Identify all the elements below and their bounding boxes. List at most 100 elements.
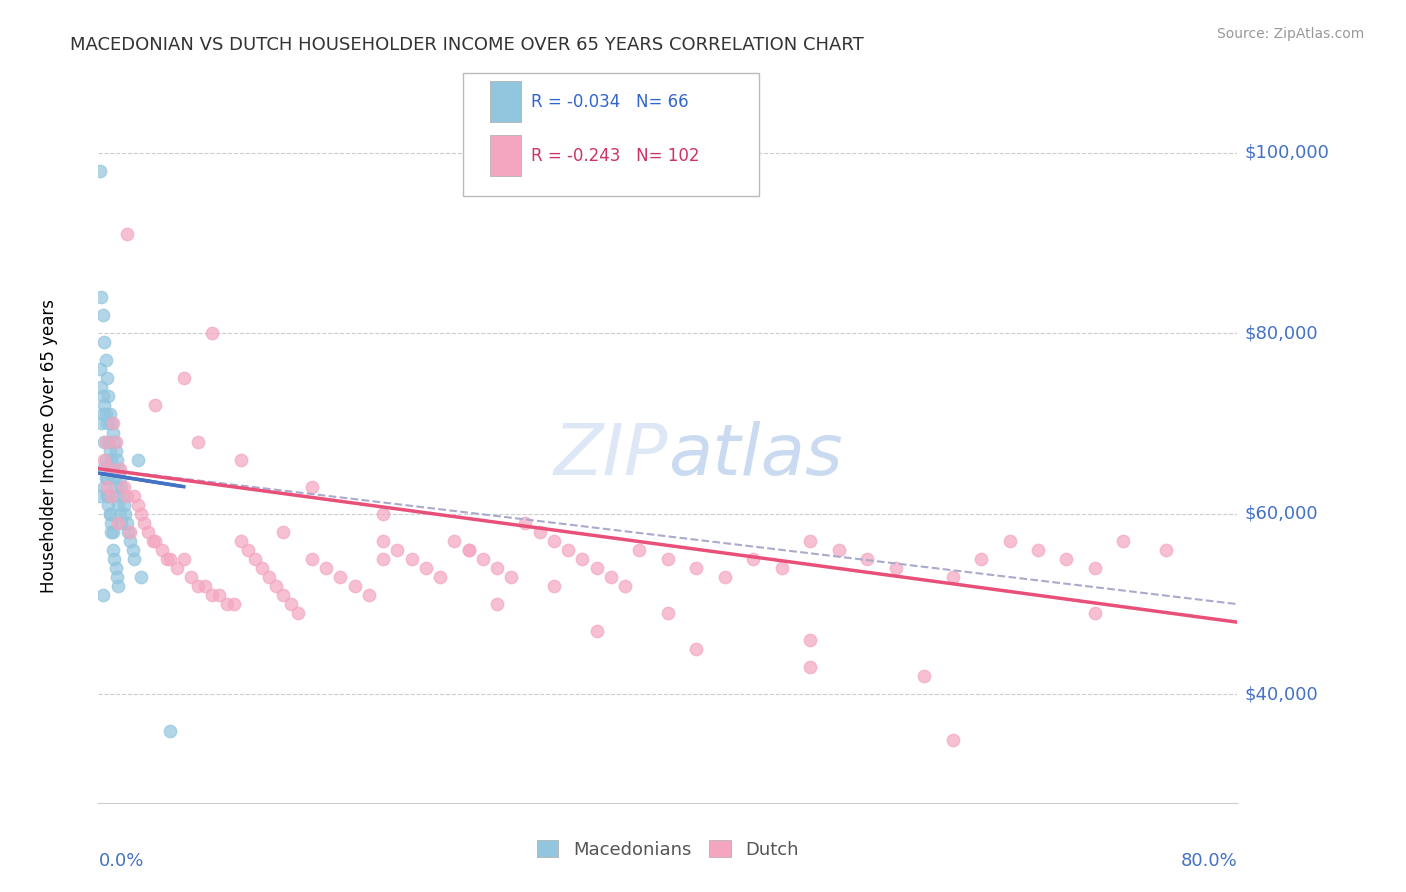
Point <box>91 408 114 422</box>
Text: Householder Income Over 65 years: Householder Income Over 65 years <box>41 299 58 593</box>
Point <box>229 452 252 467</box>
Point <box>94 408 117 422</box>
Point <box>122 552 145 566</box>
Point <box>127 498 149 512</box>
Point <box>600 570 623 584</box>
Point <box>100 489 122 503</box>
Point <box>98 507 121 521</box>
Point <box>97 434 120 449</box>
Text: $80,000: $80,000 <box>1244 324 1317 343</box>
Point <box>110 516 132 530</box>
Point <box>112 480 135 494</box>
Text: Source: ZipAtlas.com: Source: ZipAtlas.com <box>1216 27 1364 41</box>
Point <box>215 597 238 611</box>
Point <box>91 308 114 322</box>
Point <box>114 507 136 521</box>
Point <box>429 570 451 584</box>
Text: $40,000: $40,000 <box>1244 685 1319 704</box>
Point <box>457 542 479 557</box>
Point <box>614 579 637 593</box>
Point <box>101 425 124 440</box>
Point <box>122 489 145 503</box>
Point <box>156 552 179 566</box>
Point <box>129 507 152 521</box>
Point <box>118 524 141 539</box>
Point <box>529 524 551 539</box>
Point <box>104 434 127 449</box>
Point <box>799 660 821 674</box>
Text: $100,000: $100,000 <box>1244 144 1329 161</box>
Point <box>266 579 288 593</box>
Point <box>100 516 122 530</box>
Text: MACEDONIAN VS DUTCH HOUSEHOLDER INCOME OVER 65 YEARS CORRELATION CHART: MACEDONIAN VS DUTCH HOUSEHOLDER INCOME O… <box>70 36 865 54</box>
Point <box>89 362 111 376</box>
Point <box>132 516 155 530</box>
Point <box>471 552 494 566</box>
Point <box>166 561 188 575</box>
Text: 80.0%: 80.0% <box>1181 853 1237 871</box>
Point <box>107 516 129 530</box>
Point <box>884 561 907 575</box>
Point <box>98 507 121 521</box>
Point <box>201 588 224 602</box>
Text: R = -0.034   N= 66: R = -0.034 N= 66 <box>531 93 689 111</box>
Point <box>585 561 607 575</box>
Point <box>280 597 302 611</box>
Point <box>110 480 132 494</box>
Point <box>159 723 181 738</box>
Point <box>628 542 651 557</box>
Point <box>145 398 167 412</box>
Point <box>108 471 131 485</box>
Point <box>457 542 479 557</box>
Point <box>357 588 380 602</box>
Point <box>501 570 523 584</box>
Point <box>208 588 231 602</box>
Point <box>112 498 135 512</box>
Legend: Macedonians, Dutch: Macedonians, Dutch <box>530 833 806 866</box>
Point <box>1056 552 1078 566</box>
Point <box>543 533 565 548</box>
Point <box>107 498 129 512</box>
Point <box>96 489 118 503</box>
Point <box>91 389 114 403</box>
Point <box>373 552 395 566</box>
Point <box>180 570 202 584</box>
Point <box>101 524 124 539</box>
Point <box>387 542 409 557</box>
Point <box>287 606 309 620</box>
Text: R = -0.243   N= 102: R = -0.243 N= 102 <box>531 147 700 165</box>
Point <box>96 471 118 485</box>
Point <box>273 588 295 602</box>
Point <box>115 489 138 503</box>
FancyBboxPatch shape <box>463 73 759 196</box>
Point <box>93 480 115 494</box>
Point <box>828 542 851 557</box>
Point <box>98 461 121 475</box>
Point <box>94 353 117 368</box>
Point <box>100 417 122 431</box>
Point <box>250 561 273 575</box>
Point <box>105 489 128 503</box>
Point <box>486 561 509 575</box>
Point <box>107 461 129 475</box>
Point <box>97 389 120 403</box>
Point <box>101 417 124 431</box>
Point <box>136 524 159 539</box>
Point <box>108 461 131 475</box>
Point <box>243 552 266 566</box>
FancyBboxPatch shape <box>491 81 522 122</box>
Point <box>108 507 131 521</box>
Point <box>301 480 323 494</box>
Point <box>685 561 707 575</box>
Point <box>97 489 120 503</box>
Point <box>152 542 174 557</box>
Point <box>100 524 122 539</box>
Point <box>93 452 115 467</box>
Point <box>90 290 112 304</box>
Point <box>585 624 607 639</box>
Point <box>194 579 217 593</box>
Text: atlas: atlas <box>668 422 842 491</box>
Point <box>1084 561 1107 575</box>
Point <box>657 552 679 566</box>
Point <box>93 434 115 449</box>
